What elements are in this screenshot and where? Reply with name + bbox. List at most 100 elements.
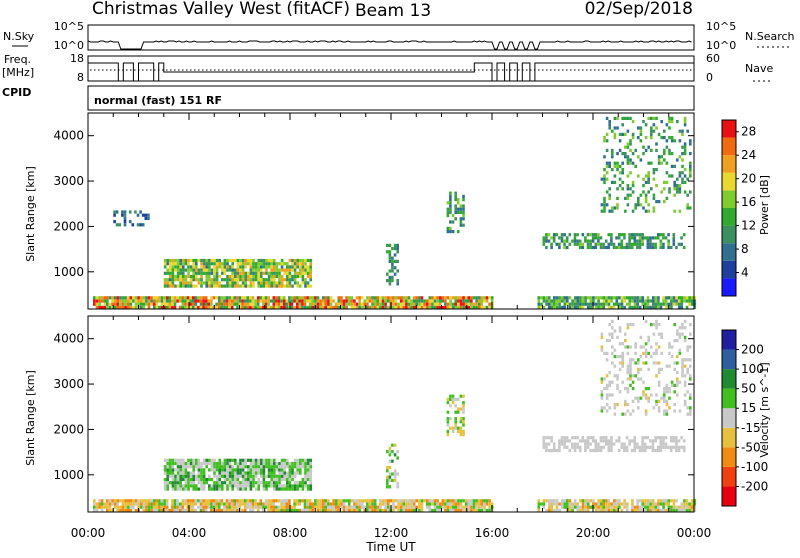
scatter-cell: [277, 508, 281, 512]
scatter-cell: [301, 268, 305, 272]
scatter-cell: [669, 245, 673, 250]
scatter-cell: [299, 468, 302, 472]
scatter-cell: [368, 505, 372, 509]
scatter-cell: [605, 396, 609, 400]
scatter-cell: [163, 484, 167, 488]
scatter-cell: [195, 477, 198, 482]
scatter-cell: [314, 499, 317, 503]
scatter-cell: [215, 474, 219, 478]
scatter-cell: [608, 126, 611, 130]
scatter-cell: [186, 502, 190, 506]
scatter-cell: [384, 299, 387, 303]
scatter-cell: [176, 502, 179, 506]
scatter-cell: [342, 499, 346, 503]
scatter-cell: [584, 442, 587, 446]
scatter-cell: [366, 299, 369, 303]
scatter-cell: [163, 468, 167, 472]
scatter-cell: [283, 487, 286, 491]
scatter-cell: [324, 505, 328, 509]
scatter-cell: [565, 445, 569, 449]
scatter-cell: [257, 458, 260, 462]
scatter-cell: [197, 465, 201, 469]
y-tick-label: 3000: [53, 377, 84, 391]
scatter-cell: [98, 505, 101, 509]
scatter-cell: [641, 239, 644, 243]
scatter-cell: [568, 505, 572, 509]
scatter-cell: [103, 502, 107, 506]
scatter-cell: [568, 305, 572, 309]
colorbar-frame: [721, 119, 737, 297]
scatter-cell: [265, 271, 268, 275]
scatter-cell: [689, 396, 692, 400]
scatter-cell: [208, 474, 211, 478]
scatter-cell: [131, 223, 135, 227]
scatter-cell: [586, 436, 590, 440]
scatter-cell: [605, 351, 609, 355]
scatter-cell: [633, 448, 637, 453]
colorbar-segment: [722, 408, 736, 428]
scatter-cell: [615, 502, 619, 506]
scatter-cell: [381, 302, 385, 306]
scatter-cell: [189, 302, 192, 306]
scatter-cell: [605, 409, 609, 413]
scatter-cell: [663, 396, 666, 400]
scatter-cell: [207, 499, 211, 503]
scatter-cell: [654, 245, 657, 250]
scatter-cell: [241, 461, 245, 466]
scatter-cell: [621, 180, 624, 184]
scatter-cell: [618, 355, 622, 359]
scatter-cell: [462, 499, 465, 503]
scatter-cell: [254, 274, 258, 279]
scatter-cell: [633, 439, 637, 443]
scatter-cell: [228, 458, 232, 462]
scatter-cell: [631, 184, 635, 188]
scatter-cell: [607, 502, 611, 506]
scatter-cell: [568, 302, 572, 306]
scatter-cell: [243, 296, 247, 300]
scatter-cell: [288, 484, 292, 488]
scatter-cell: [234, 274, 237, 279]
scatter-cell: [690, 508, 694, 512]
scatter-cell: [654, 299, 658, 303]
scatter-cell: [603, 200, 606, 204]
scatter-cell: [464, 502, 468, 506]
scatter-cell: [568, 233, 572, 237]
scatter-cell: [397, 499, 400, 503]
scatter-cell: [629, 323, 632, 327]
scatter-cell: [675, 499, 678, 503]
scatter-cell: [407, 502, 411, 506]
scatter-cell: [204, 499, 208, 503]
scatter-cell: [388, 259, 392, 263]
scatter-cell: [264, 505, 268, 509]
scatter-cell: [605, 393, 609, 397]
scatter-cell: [147, 305, 151, 309]
time-tick-label: 20:00: [576, 526, 611, 540]
scatter-cell: [321, 302, 325, 306]
scatter-cell: [200, 284, 203, 288]
scatter-cell: [95, 299, 99, 303]
scatter-cell: [642, 361, 645, 365]
scatter-cell: [607, 233, 611, 237]
scatter-cell: [542, 445, 546, 449]
scatter-cell: [128, 220, 132, 224]
scatter-cell: [280, 268, 284, 272]
scatter-cell: [197, 481, 201, 485]
scatter-cell: [446, 302, 450, 306]
scatter-cell: [652, 116, 656, 120]
scatter-cell: [228, 281, 232, 285]
scatter-cell: [462, 207, 465, 211]
colorbar-segment: [722, 137, 736, 156]
scatter-cell: [280, 487, 284, 491]
scatter-cell: [184, 461, 188, 466]
scatter-cell: [95, 305, 99, 309]
scatter-cell: [630, 448, 634, 453]
scatter-cell: [280, 461, 284, 466]
scatter-cell: [388, 466, 392, 470]
scatter-cell: [459, 426, 463, 430]
scatter-cell: [600, 345, 604, 349]
scatter-cell: [681, 358, 684, 362]
scatter-cell: [444, 508, 447, 512]
scatter-cell: [633, 233, 637, 237]
scatter-cell: [563, 245, 566, 250]
scatter-cell: [171, 281, 175, 285]
